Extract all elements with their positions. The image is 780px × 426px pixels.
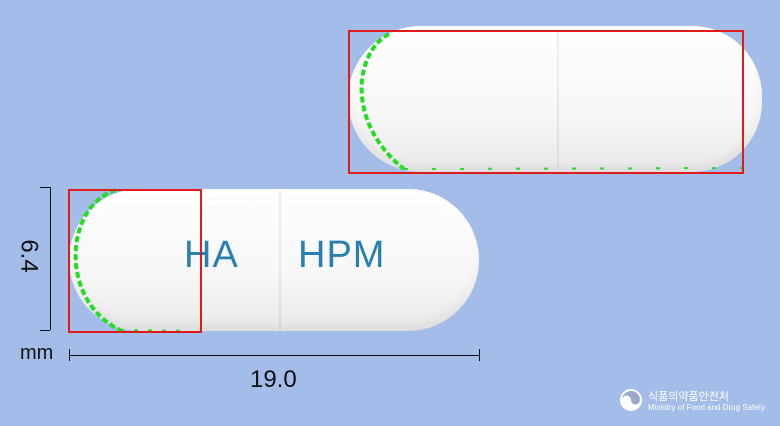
length-tick-right — [479, 349, 480, 361]
capsule-top — [348, 26, 762, 172]
mfds-logo-icon — [620, 389, 642, 411]
logo-name-ko: 식품의약품안전처 — [648, 391, 729, 403]
capsule-front-seam — [279, 190, 281, 330]
highlight-box-top — [348, 30, 744, 174]
highlight-box-front — [68, 189, 202, 333]
length-line — [69, 355, 480, 356]
height-tick-top — [40, 187, 50, 188]
capsule-front — [69, 189, 479, 331]
unit-label: mm — [20, 342, 54, 364]
length-value: 19.0 — [250, 366, 297, 393]
height-line — [50, 187, 51, 330]
edge-mark-top-bottom — [403, 167, 743, 170]
logo-name-en: Ministry of Food and Drug Safety — [648, 403, 765, 412]
imprint-ha: HA — [184, 234, 239, 276]
edge-mark-front-bottom — [119, 329, 191, 332]
height-tick-bottom — [40, 330, 50, 331]
edge-mark-top — [359, 32, 406, 171]
height-value: 6.4 — [15, 239, 43, 273]
edge-mark-front — [73, 188, 121, 332]
capsule-top-seam — [557, 30, 559, 168]
imprint-hpm: HPM — [298, 234, 386, 276]
